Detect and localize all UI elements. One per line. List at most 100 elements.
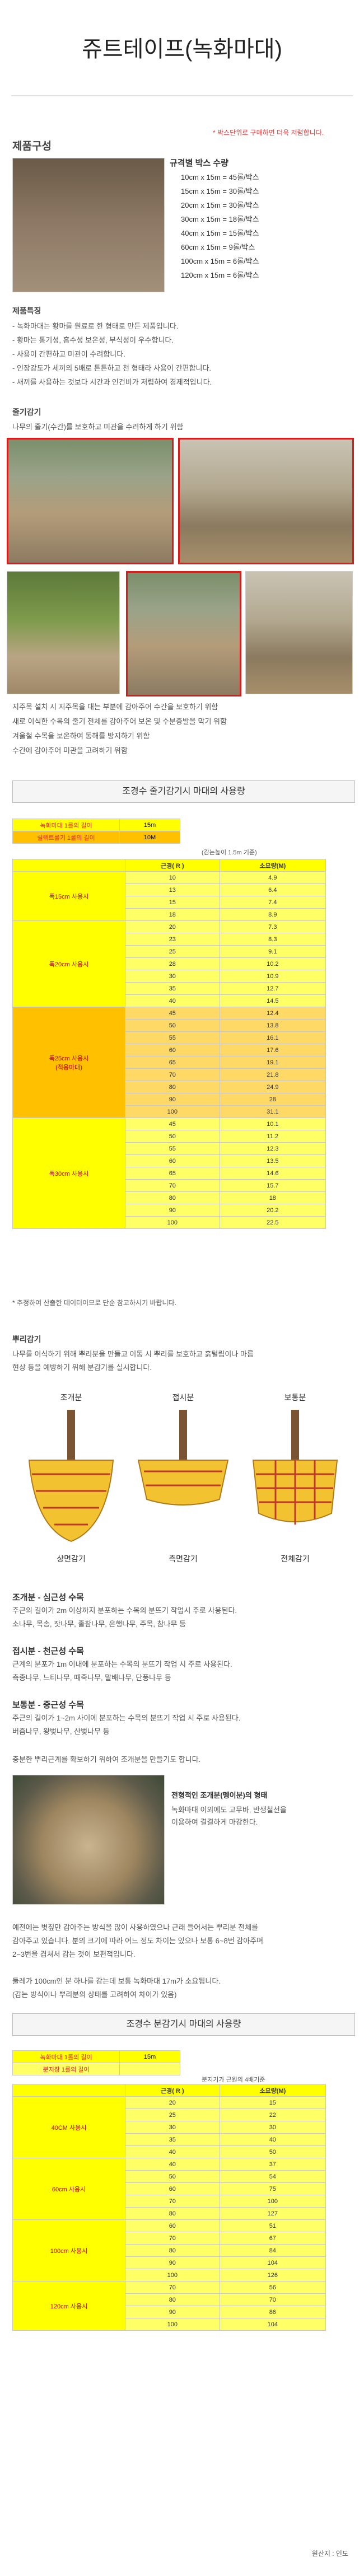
table-cell: 40 <box>125 2158 220 2171</box>
table-cell: 12.4 <box>219 1007 326 1020</box>
table-row: 80 127 <box>13 2207 326 2220</box>
trunk-wrap-photo <box>245 571 353 694</box>
table-row: 15 7.4 <box>13 896 326 909</box>
method-title: 조개분 - 심근성 수목 <box>12 1593 84 1602</box>
trunk-desc-line: 새로 이식한 수목의 줄기 전체를 감아주어 보온 및 수분증발을 막기 위함 <box>12 717 227 726</box>
root-usage-table: 근경( R ) 소요량(M) 40CM 사용시 20 15 25 22 30 30 35 40 40 5… <box>12 2084 326 2331</box>
table-row: 90 104 <box>13 2256 326 2269</box>
table-cell: 31.1 <box>219 1105 326 1118</box>
table-cell: 60 <box>125 2182 220 2195</box>
table-row: 13 6.4 <box>13 883 326 896</box>
table-row: 70 100 <box>13 2195 326 2208</box>
table-header-row: 근경( R ) 소요량(M) <box>12 2084 326 2097</box>
table-cell: 28 <box>219 1093 326 1106</box>
table-cell: 90 <box>125 2306 220 2318</box>
table-row: 70 21.8 <box>13 1068 326 1081</box>
table-cell: 18 <box>219 1191 326 1204</box>
method-line: 버즘나무, 왕벚나무, 산벚나무 등 <box>12 1727 110 1736</box>
diagram-type-label: 접시분 <box>172 1393 194 1402</box>
table-cell: 70 <box>125 2232 220 2245</box>
legend-label: 녹화마대 1롤의 길이 <box>12 2050 120 2063</box>
table-cell: 30 <box>219 2121 326 2134</box>
table-cell: 12.3 <box>219 1142 326 1155</box>
spec-line: 30cm x 15m = 18롤/박스 <box>181 215 259 223</box>
trunk-footnote: * 추정하여 산출한 데이터이므로 단순 참고하시기 바랍니다. <box>12 1299 176 1307</box>
trunk-table-banner: 조경수 줄기감기시 마대의 사용량 <box>12 780 355 803</box>
table-cell: 80 <box>125 2293 220 2306</box>
table-cell: 70 <box>125 1179 220 1192</box>
jute-roll-photo <box>12 158 165 292</box>
method-line: 근계의 분포가 1m 이내에 분포하는 수목의 분뜨기 작업 시 주로 사용된다… <box>12 1660 232 1668</box>
table-cell: 104 <box>219 2318 326 2331</box>
feature-line: - 인장강도가 세끼의 5배로 튼튼하고 천 형태라 사용이 간편합니다. <box>12 364 212 372</box>
table-row: 60 13.5 <box>13 1154 326 1167</box>
table-row: 폭25cm 사용시 (적용마대) 45 12.4 <box>12 1007 326 1118</box>
table-cell: 84 <box>219 2244 326 2257</box>
table-cell: 22.5 <box>219 1216 326 1229</box>
trunk-wrap-heading: 줄기감기 <box>12 408 41 417</box>
table-cell: 13.8 <box>219 1019 326 1032</box>
table-cell: 18 <box>125 908 220 921</box>
table-cell: 30 <box>125 2121 220 2134</box>
diagram-wrap-label: 상면감기 <box>57 1554 86 1563</box>
table-row: 폭20cm 사용시 20 7.3 <box>12 920 326 1007</box>
table-cell: 40 <box>125 2145 220 2158</box>
table-cell: 104 <box>219 2256 326 2269</box>
header-cell <box>12 859 125 872</box>
table-row: 90 20.2 <box>13 1204 326 1217</box>
table-row: 55 12.3 <box>13 1142 326 1155</box>
table-header-row: 근경( R ) 소요량(M) <box>12 859 326 872</box>
table-cell: 100 <box>125 2269 220 2282</box>
table-cell: 24.9 <box>219 1081 326 1093</box>
table-cell: 9.1 <box>219 945 326 958</box>
table-cell: 6.4 <box>219 883 326 896</box>
legend-label: 분지장 1롤의 길이 <box>12 2063 120 2075</box>
table-cell: 80 <box>125 2207 220 2220</box>
table-cell: 11.2 <box>219 1130 326 1143</box>
group-label-cell: 120cm 사용시 <box>12 2281 125 2331</box>
table-cell: 7.3 <box>219 920 326 933</box>
feature-line: - 사용이 간편하고 미관이 수려합니다. <box>12 350 125 358</box>
bulk-notice: * 박스단위로 구매하면 더욱 저렴합니다. <box>213 129 324 137</box>
table-cell: 12.7 <box>219 982 326 995</box>
table-row: 50 11.2 <box>13 1130 326 1143</box>
table-cell: 60 <box>125 1154 220 1167</box>
table-cell: 15.7 <box>219 1179 326 1192</box>
header-cell: 근경( R ) <box>125 859 220 872</box>
group-label-cell: 폭20cm 사용시 <box>12 920 125 1007</box>
table-cell: 50 <box>219 2145 326 2158</box>
root-ball-diagrams: 조개분 접시분 보통분 <box>12 1387 354 1572</box>
method-line: 주근의 길이가 2m 이상까지 분포하는 수목의 분뜨기 작업시 주로 사용된다… <box>12 1606 237 1615</box>
table-row: 40 50 <box>13 2145 326 2158</box>
table-row: 35 12.7 <box>13 982 326 995</box>
table-row: 100 126 <box>13 2269 326 2282</box>
table-cell: 70 <box>219 2293 326 2306</box>
table-cell: 127 <box>219 2207 326 2220</box>
spec-line: 10cm x 15m = 45롤/박스 <box>181 173 259 181</box>
diagram-type-label: 조개분 <box>60 1393 82 1402</box>
table-row: 120cm 사용시 70 56 <box>12 2281 326 2331</box>
table-cell: 70 <box>125 1068 220 1081</box>
table-cell: 80 <box>125 2244 220 2257</box>
table-row: 폭30cm 사용시 45 10.1 <box>12 1118 326 1229</box>
root-desc-line: 2~3번을 겹쳐서 감는 것이 보편적입니다. <box>12 1950 136 1958</box>
table-cell: 10.2 <box>219 957 326 970</box>
trunk-wrap-photo <box>7 438 174 564</box>
table-cell: 23 <box>125 933 220 946</box>
table-cell: 90 <box>125 1093 220 1106</box>
legend-label: 녹화마대 1롤의 길이 <box>12 819 120 831</box>
root-wrap-line: 현상 등을 예방하기 위해 분감기를 실시합니다. <box>12 1363 152 1372</box>
root-ball-photo-line: 이용하여 결결하게 마감한다. <box>171 1818 258 1826</box>
table-cell: 35 <box>125 982 220 995</box>
trunk-desc-line: 수간에 감아주어 미관을 고려하기 위함 <box>12 746 128 755</box>
diagram-type-label: 보통분 <box>284 1393 306 1402</box>
table-cell: 15 <box>125 896 220 909</box>
table-row: 70 67 <box>13 2232 326 2245</box>
table-cell: 75 <box>219 2182 326 2195</box>
table-row: 28 10.2 <box>13 957 326 970</box>
table-cell: 51 <box>219 2219 326 2232</box>
group-label-cell: 40CM 사용시 <box>12 2096 125 2158</box>
legend-label: 릴렉트롤기 1롤의 길이 <box>12 831 120 844</box>
table-row: 30 30 <box>13 2121 326 2134</box>
root-wrap-heading: 뿌리감기 <box>12 1335 41 1344</box>
